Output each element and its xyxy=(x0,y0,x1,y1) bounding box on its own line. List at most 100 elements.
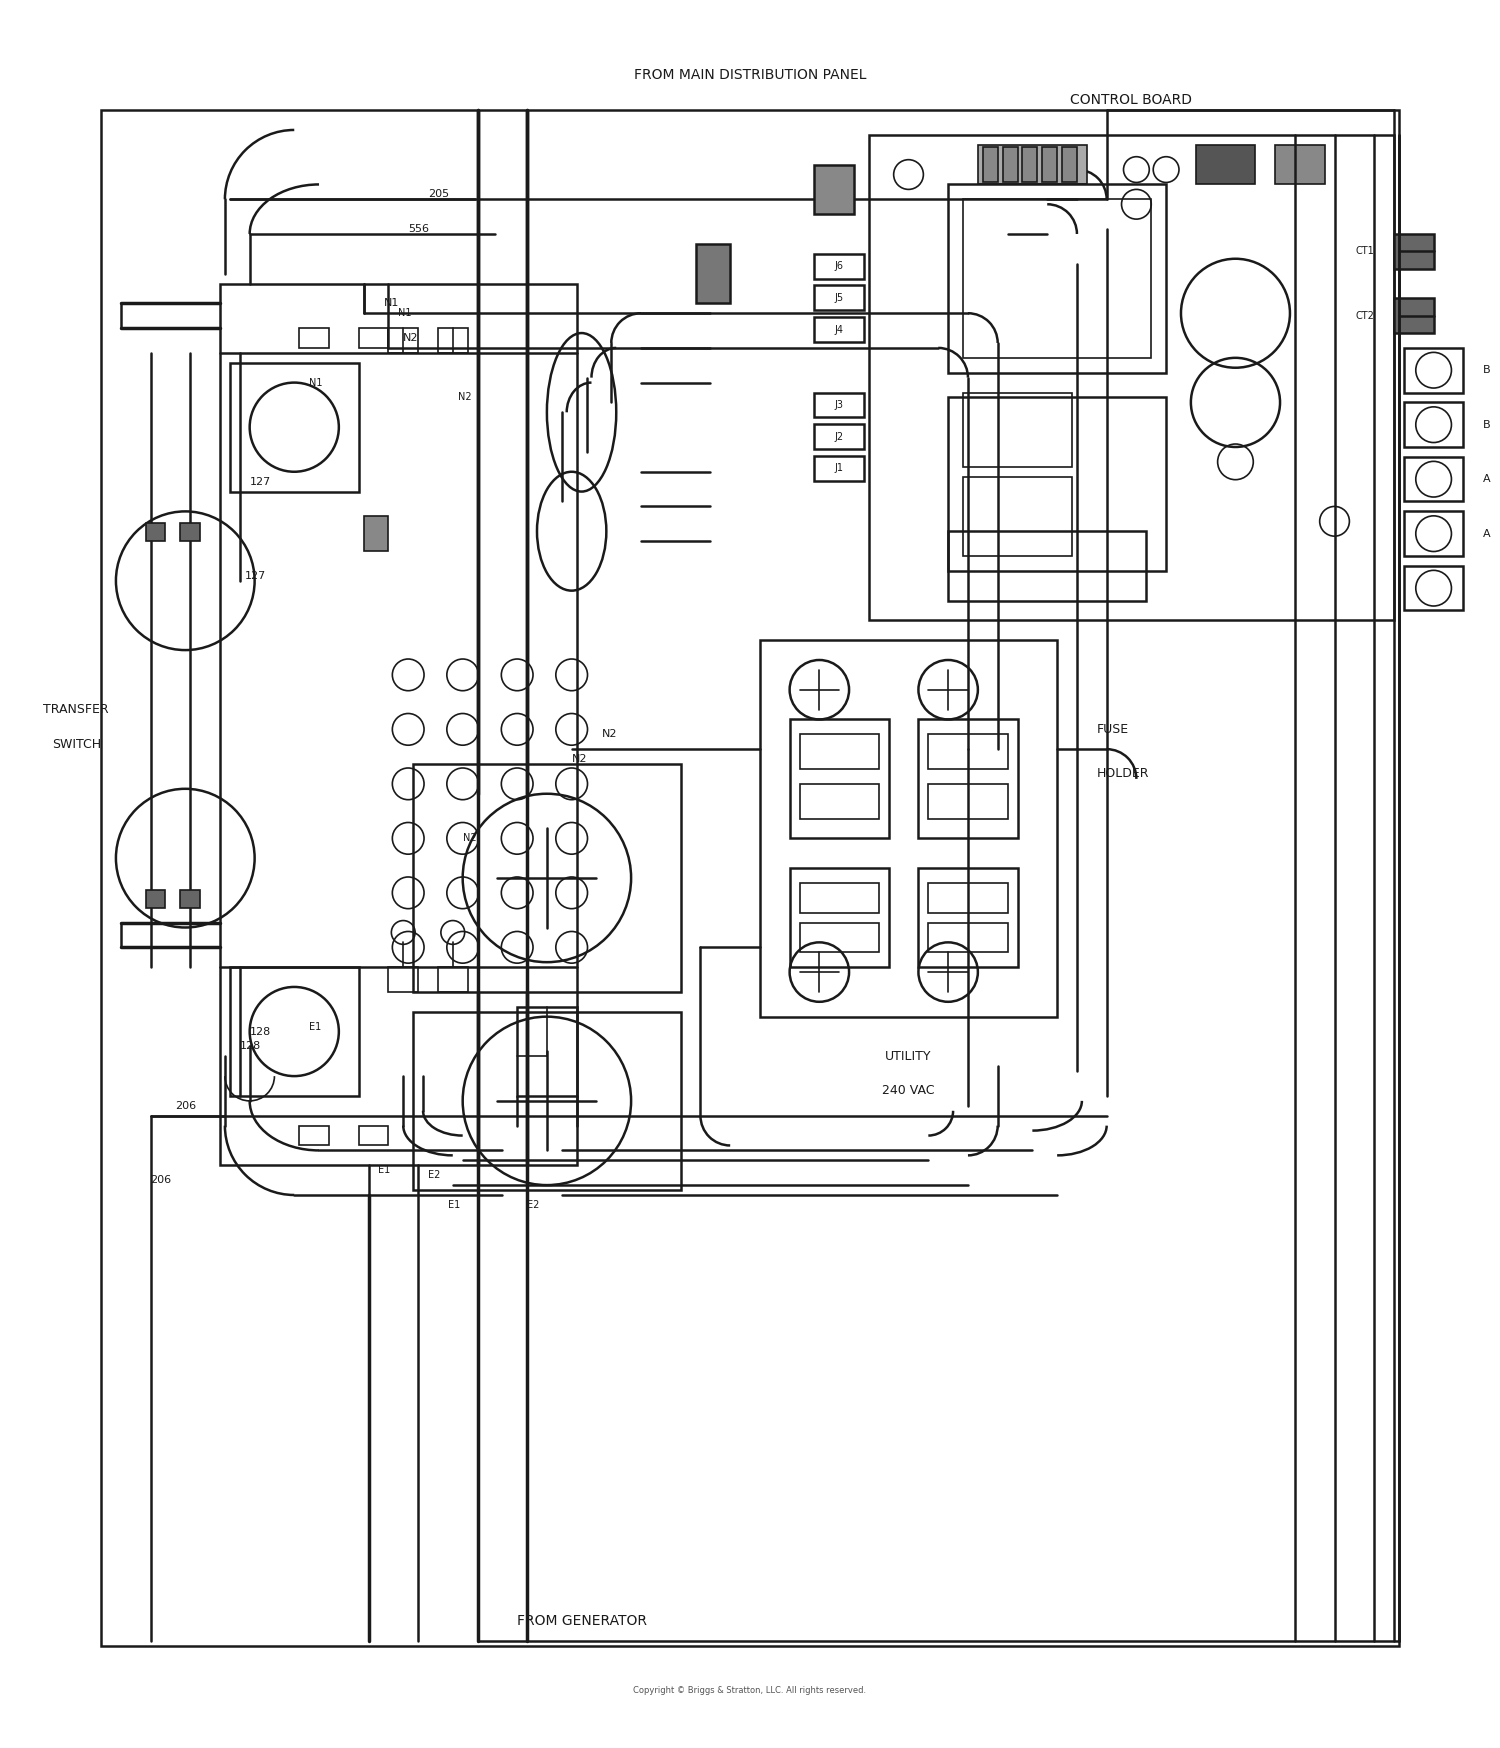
Bar xyxy=(413,1012,681,1190)
Bar xyxy=(230,364,358,491)
Bar xyxy=(1404,348,1464,393)
Text: J4: J4 xyxy=(834,325,843,334)
Bar xyxy=(928,734,1008,769)
Bar xyxy=(815,393,864,418)
Text: N2: N2 xyxy=(458,393,471,402)
Bar xyxy=(1404,512,1464,556)
Bar xyxy=(963,393,1072,467)
Text: N1: N1 xyxy=(384,299,399,308)
Bar xyxy=(800,783,879,818)
Text: CONTROL BOARD: CONTROL BOARD xyxy=(1071,93,1192,107)
Text: N2: N2 xyxy=(602,729,616,739)
Bar xyxy=(815,285,864,309)
Text: UTILITY: UTILITY xyxy=(885,1051,932,1063)
Bar xyxy=(696,245,730,304)
Text: 205: 205 xyxy=(427,189,448,199)
Bar xyxy=(815,425,864,449)
Bar xyxy=(438,329,468,353)
Bar xyxy=(146,523,165,542)
Bar xyxy=(180,523,200,542)
Bar xyxy=(358,1126,388,1145)
Bar xyxy=(100,110,1400,1647)
Text: 127: 127 xyxy=(249,477,272,486)
Text: FROM MAIN DISTRIBUTION PANEL: FROM MAIN DISTRIBUTION PANEL xyxy=(634,68,867,82)
Bar xyxy=(948,397,1166,572)
Text: 556: 556 xyxy=(408,224,429,234)
Text: 128: 128 xyxy=(240,1042,261,1051)
Bar xyxy=(1404,402,1464,447)
Text: CT2: CT2 xyxy=(1356,311,1374,320)
Text: 240 VAC: 240 VAC xyxy=(882,1084,934,1098)
Bar xyxy=(918,720,1017,839)
Text: FROM GENERATOR: FROM GENERATOR xyxy=(516,1613,646,1627)
Bar xyxy=(815,253,864,278)
Bar xyxy=(1196,145,1256,185)
Bar xyxy=(815,316,864,343)
Text: N2: N2 xyxy=(404,334,418,343)
Bar xyxy=(963,199,1152,358)
Bar xyxy=(789,720,888,839)
Text: 127: 127 xyxy=(244,572,266,580)
Text: E1: E1 xyxy=(309,1021,321,1031)
Bar xyxy=(298,329,328,348)
Text: A: A xyxy=(1484,528,1491,538)
Bar xyxy=(800,923,879,953)
Text: E1: E1 xyxy=(448,1199,460,1210)
Bar xyxy=(438,967,468,991)
Text: B: B xyxy=(1484,365,1491,376)
Text: B: B xyxy=(1484,420,1491,430)
Text: J5: J5 xyxy=(834,294,843,302)
Bar xyxy=(1042,147,1058,182)
Bar xyxy=(180,890,200,907)
Bar xyxy=(815,456,864,481)
Bar xyxy=(358,329,388,348)
Text: E2: E2 xyxy=(526,1199,540,1210)
Text: N1: N1 xyxy=(399,308,412,318)
Bar xyxy=(1394,234,1434,269)
Text: N2: N2 xyxy=(462,834,477,843)
Bar xyxy=(388,329,418,353)
Bar xyxy=(760,640,1058,1017)
Text: CT1: CT1 xyxy=(1356,246,1374,257)
Bar xyxy=(388,967,418,991)
Text: HOLDER: HOLDER xyxy=(1096,767,1149,780)
Text: E1: E1 xyxy=(378,1166,390,1175)
Text: 128: 128 xyxy=(249,1026,272,1037)
Bar xyxy=(413,764,681,991)
Bar xyxy=(220,283,576,1166)
Bar xyxy=(1062,147,1077,182)
Bar xyxy=(1404,566,1464,610)
Bar xyxy=(1002,147,1017,182)
Bar xyxy=(982,147,998,182)
Bar xyxy=(918,869,1017,967)
Bar xyxy=(948,185,1166,372)
Text: J6: J6 xyxy=(834,260,843,271)
Bar xyxy=(978,145,1088,185)
Bar xyxy=(1275,145,1324,185)
Text: A: A xyxy=(1484,474,1491,484)
Bar xyxy=(928,883,1008,912)
Text: N1: N1 xyxy=(309,378,322,388)
Text: TRANSFER: TRANSFER xyxy=(44,703,110,717)
Bar xyxy=(868,135,1394,621)
Bar xyxy=(518,1007,576,1096)
Bar xyxy=(928,923,1008,953)
Text: 206: 206 xyxy=(150,1175,171,1185)
Text: 206: 206 xyxy=(176,1101,196,1110)
Bar xyxy=(963,477,1072,556)
Text: FUSE: FUSE xyxy=(1096,724,1130,736)
Bar xyxy=(230,967,358,1096)
Text: Copyright © Briggs & Stratton, LLC. All rights reserved.: Copyright © Briggs & Stratton, LLC. All … xyxy=(633,1685,867,1696)
Text: SWITCH: SWITCH xyxy=(51,738,100,750)
Bar xyxy=(928,783,1008,818)
Bar xyxy=(1404,456,1464,502)
Text: J1: J1 xyxy=(834,463,843,474)
Bar xyxy=(800,883,879,912)
Text: J2: J2 xyxy=(834,432,843,442)
Text: N2: N2 xyxy=(572,753,586,764)
Bar xyxy=(789,869,888,967)
Text: J3: J3 xyxy=(834,400,843,409)
Bar xyxy=(363,516,388,551)
Bar xyxy=(815,164,854,215)
Bar xyxy=(1394,299,1434,334)
